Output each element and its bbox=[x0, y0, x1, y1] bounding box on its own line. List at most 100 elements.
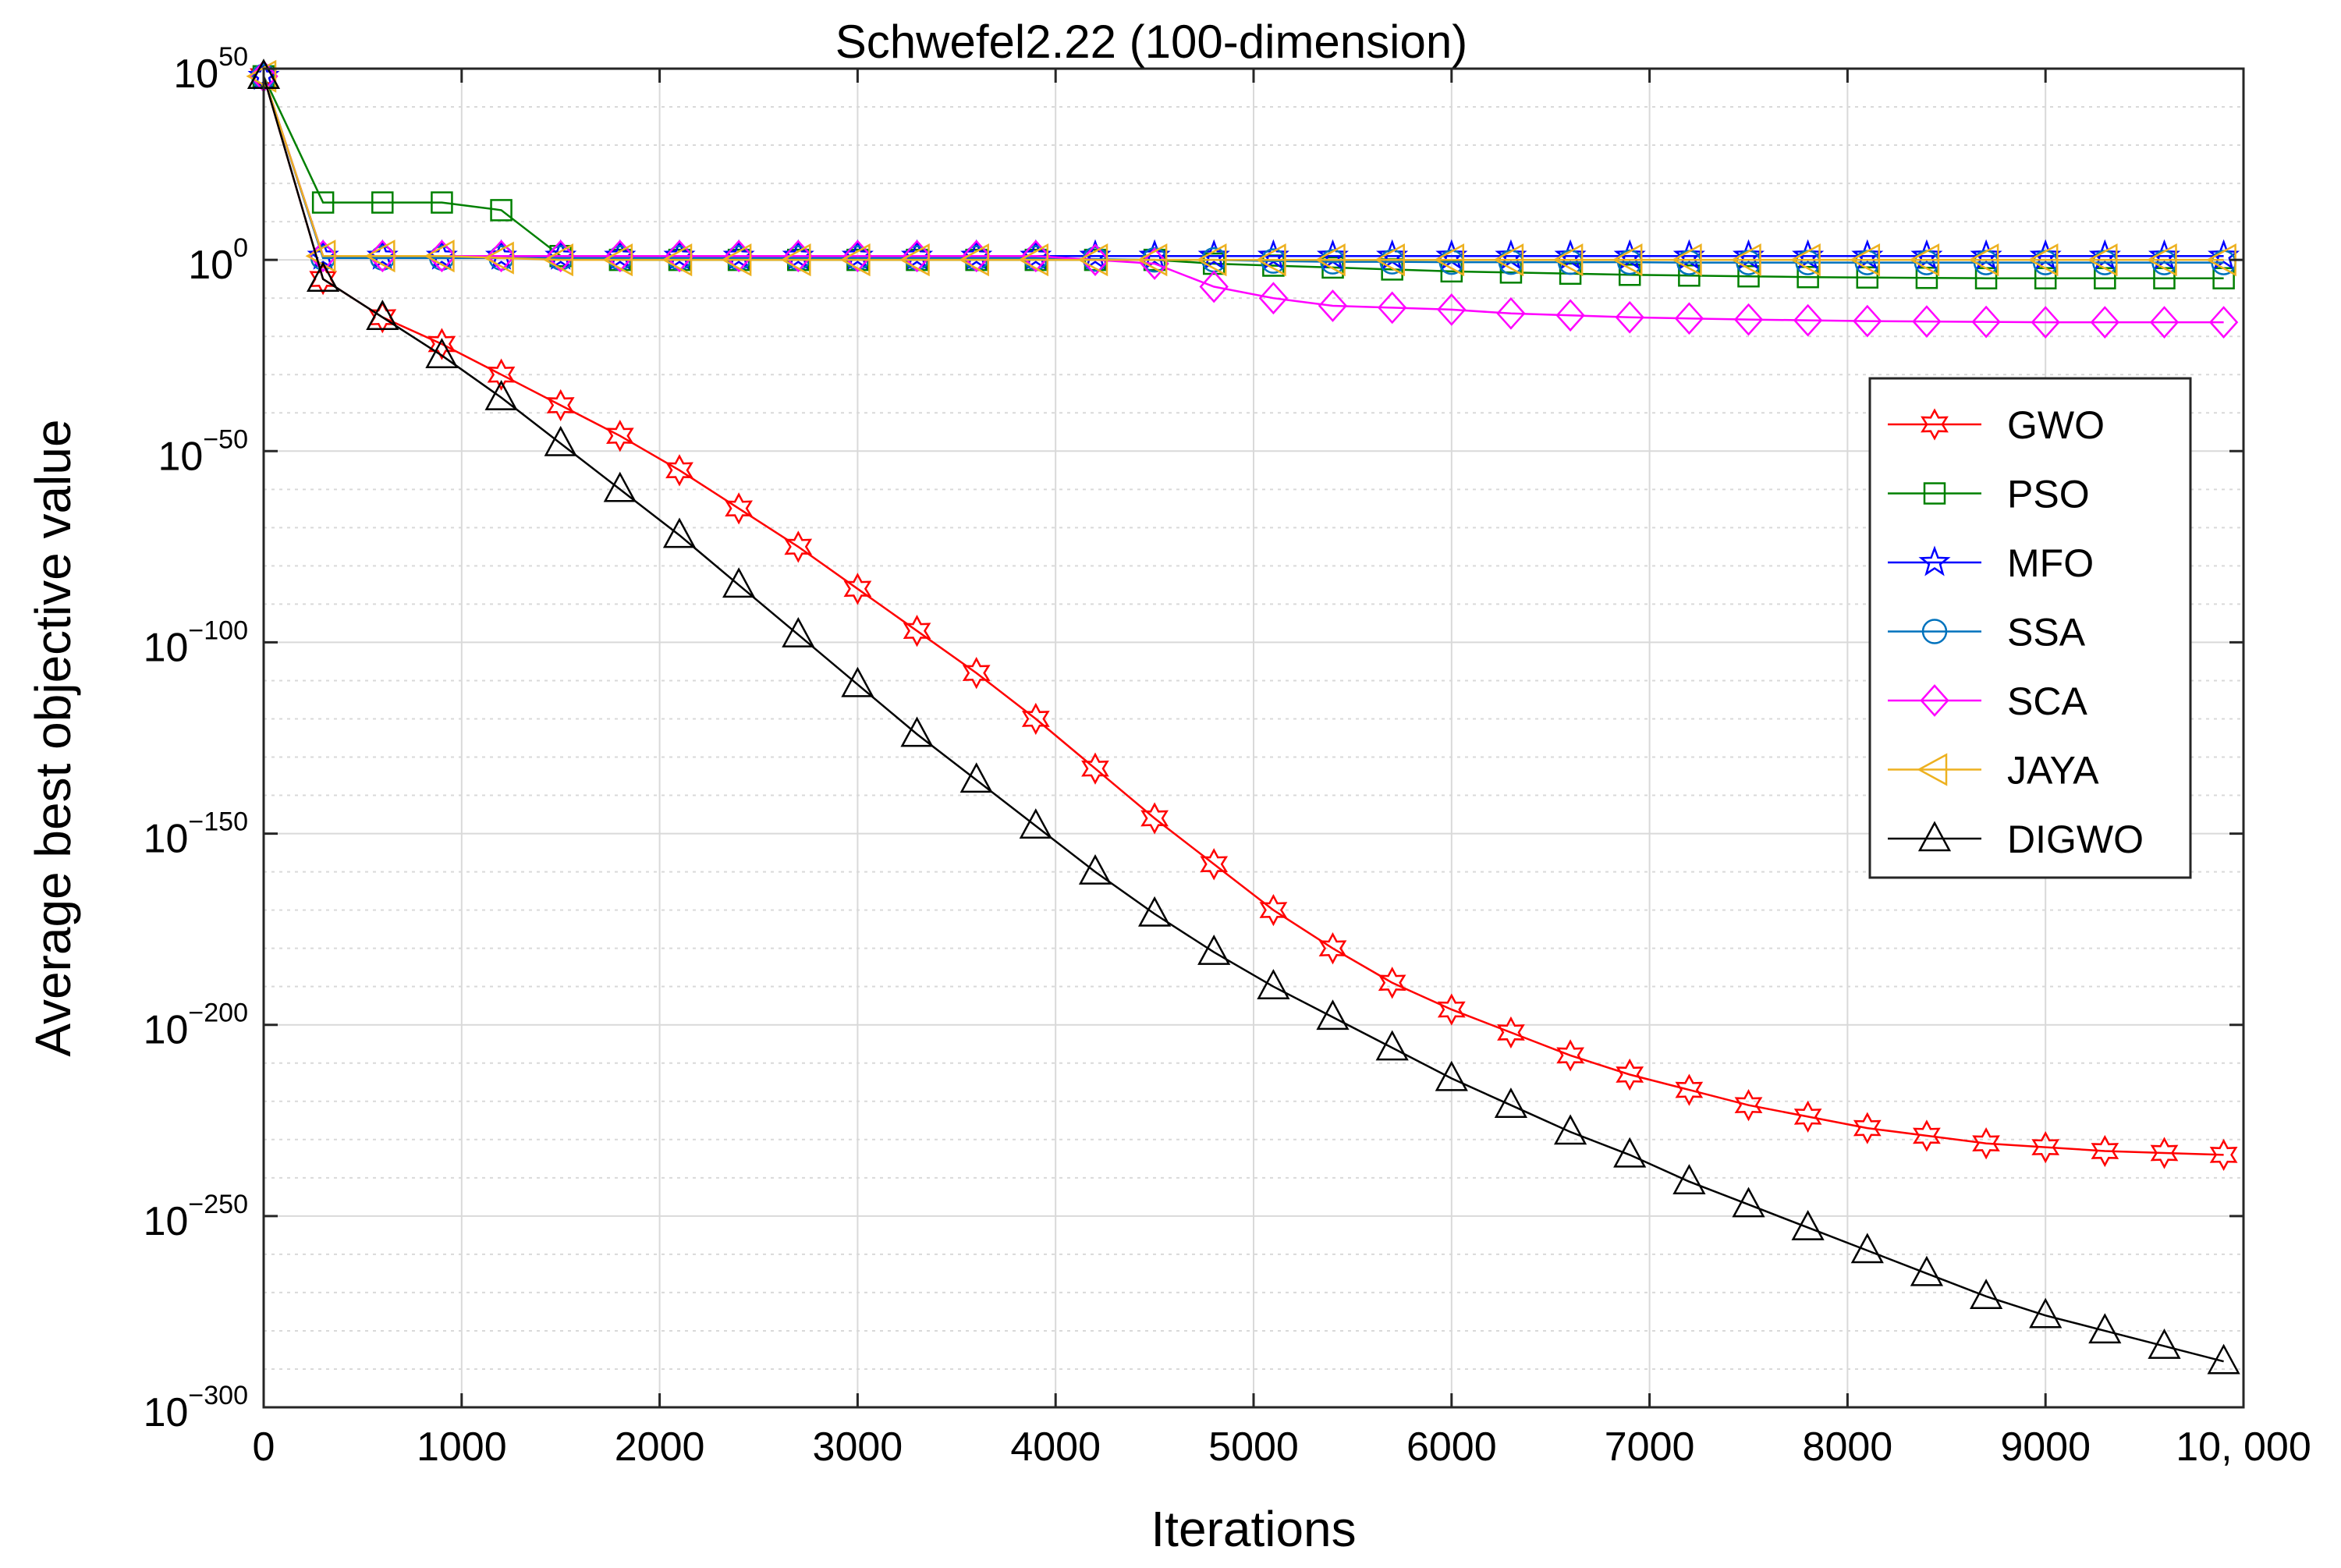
x-tick-label: 8000 bbox=[1803, 1424, 1893, 1470]
data-point bbox=[605, 239, 635, 273]
series-line bbox=[262, 76, 2224, 1363]
legend-entry-digwo: DIGWO bbox=[1888, 818, 2144, 861]
data-point bbox=[367, 239, 397, 273]
data-point bbox=[1730, 243, 1761, 277]
x-tick-label: 2000 bbox=[615, 1424, 705, 1470]
data-point bbox=[2029, 1297, 2063, 1329]
data-point bbox=[782, 616, 815, 647]
series-line bbox=[262, 76, 2224, 264]
series-line bbox=[262, 76, 2224, 1156]
data-point bbox=[1969, 1279, 2003, 1310]
series-jaya bbox=[246, 59, 2236, 277]
data-point bbox=[1910, 1255, 1944, 1286]
data-point bbox=[483, 241, 514, 275]
legend-marker bbox=[1921, 619, 1948, 644]
data-point bbox=[843, 573, 872, 605]
data-point bbox=[665, 239, 694, 273]
data-point bbox=[2208, 306, 2239, 339]
y-tick-label: 10−250 bbox=[144, 1190, 248, 1244]
data-point bbox=[1556, 1039, 1585, 1072]
x-tick-label: 0 bbox=[253, 1424, 275, 1470]
data-point bbox=[544, 425, 577, 456]
legend-label: SCA bbox=[2007, 679, 2087, 723]
data-point bbox=[1081, 752, 1109, 785]
series-layer bbox=[246, 59, 2240, 1375]
legend-entry-jaya: JAYA bbox=[1888, 749, 2099, 793]
legend-label: MFO bbox=[2007, 541, 2094, 585]
data-point bbox=[1437, 993, 1466, 1026]
x-tick-label: 4000 bbox=[1010, 1424, 1101, 1470]
legend-label: JAYA bbox=[2007, 749, 2099, 793]
data-point bbox=[546, 239, 576, 273]
data-point bbox=[1972, 1127, 2000, 1160]
series-mfo bbox=[247, 59, 2240, 270]
data-point bbox=[2146, 243, 2177, 277]
data-point bbox=[427, 239, 457, 273]
legend-entry-ssa: SSA bbox=[1888, 611, 2086, 655]
data-point bbox=[783, 239, 813, 273]
series-digwo bbox=[247, 59, 2240, 1375]
legend-label: SSA bbox=[2007, 611, 2086, 655]
x-tick-label: 1000 bbox=[417, 1424, 507, 1470]
data-point bbox=[1140, 247, 1169, 280]
data-point bbox=[1199, 270, 1229, 303]
data-point bbox=[959, 762, 993, 793]
data-point bbox=[959, 243, 989, 277]
data-point bbox=[1734, 1089, 1763, 1122]
data-point bbox=[246, 59, 277, 93]
data-point bbox=[2090, 306, 2119, 339]
legend-marker bbox=[1921, 408, 1949, 441]
data-point bbox=[1675, 1073, 1704, 1106]
x-axis: 0 1000 2000 3000 4000 5000 6000 7000 8000 9000 10,… bbox=[253, 69, 2311, 1470]
legend-entry-pso: PSO bbox=[1888, 473, 2090, 516]
data-point bbox=[1793, 303, 1823, 337]
data-point bbox=[2087, 243, 2118, 277]
data-point bbox=[902, 239, 932, 273]
data-point bbox=[602, 243, 633, 277]
data-point bbox=[1553, 1114, 1587, 1145]
data-point bbox=[305, 239, 336, 273]
data-point bbox=[2027, 243, 2059, 277]
x-tick-label: 5000 bbox=[1208, 1424, 1299, 1470]
data-point bbox=[1968, 243, 1999, 277]
data-point bbox=[1555, 299, 1585, 332]
data-point bbox=[1437, 293, 1467, 326]
data-point bbox=[1257, 969, 1290, 999]
data-point bbox=[1316, 999, 1350, 1031]
data-point bbox=[371, 191, 394, 214]
data-point bbox=[1733, 303, 1764, 336]
data-point bbox=[1678, 264, 1701, 287]
data-point bbox=[962, 657, 991, 690]
data-point bbox=[1197, 239, 1230, 270]
data-point bbox=[1797, 265, 1819, 289]
data-point bbox=[1137, 243, 1168, 277]
data-point bbox=[662, 243, 693, 277]
y-tick-label: 10−150 bbox=[144, 807, 248, 862]
data-point bbox=[364, 239, 395, 273]
data-point bbox=[1853, 1112, 1882, 1144]
x-tick-label: 10, 000 bbox=[2176, 1424, 2311, 1470]
legend: GWO PSO MFO SSA SCA JAYA DIGWO bbox=[1868, 377, 2192, 879]
data-point bbox=[2150, 1137, 2179, 1169]
y-tick-label: 10−100 bbox=[144, 615, 248, 670]
data-point bbox=[490, 199, 513, 222]
data-point bbox=[1912, 305, 1942, 338]
data-point bbox=[724, 239, 754, 273]
data-point bbox=[1434, 243, 1465, 277]
data-point bbox=[665, 454, 693, 487]
data-point bbox=[606, 420, 634, 452]
data-point bbox=[1375, 1030, 1409, 1061]
data-point bbox=[1080, 243, 1110, 276]
legend-marker bbox=[1923, 482, 1946, 505]
data-point bbox=[1732, 1187, 1765, 1218]
data-point bbox=[1137, 896, 1172, 927]
legend-marker bbox=[1918, 545, 1951, 576]
data-point bbox=[1255, 243, 1286, 277]
y-axis: 1050 100 10−50 10−100 10−150 10−200 10−250 10−3… bbox=[144, 42, 2243, 1435]
data-point bbox=[780, 243, 811, 277]
series-line bbox=[262, 76, 2224, 261]
data-point bbox=[1200, 848, 1229, 881]
data-point bbox=[1318, 932, 1347, 965]
data-point bbox=[722, 567, 756, 598]
